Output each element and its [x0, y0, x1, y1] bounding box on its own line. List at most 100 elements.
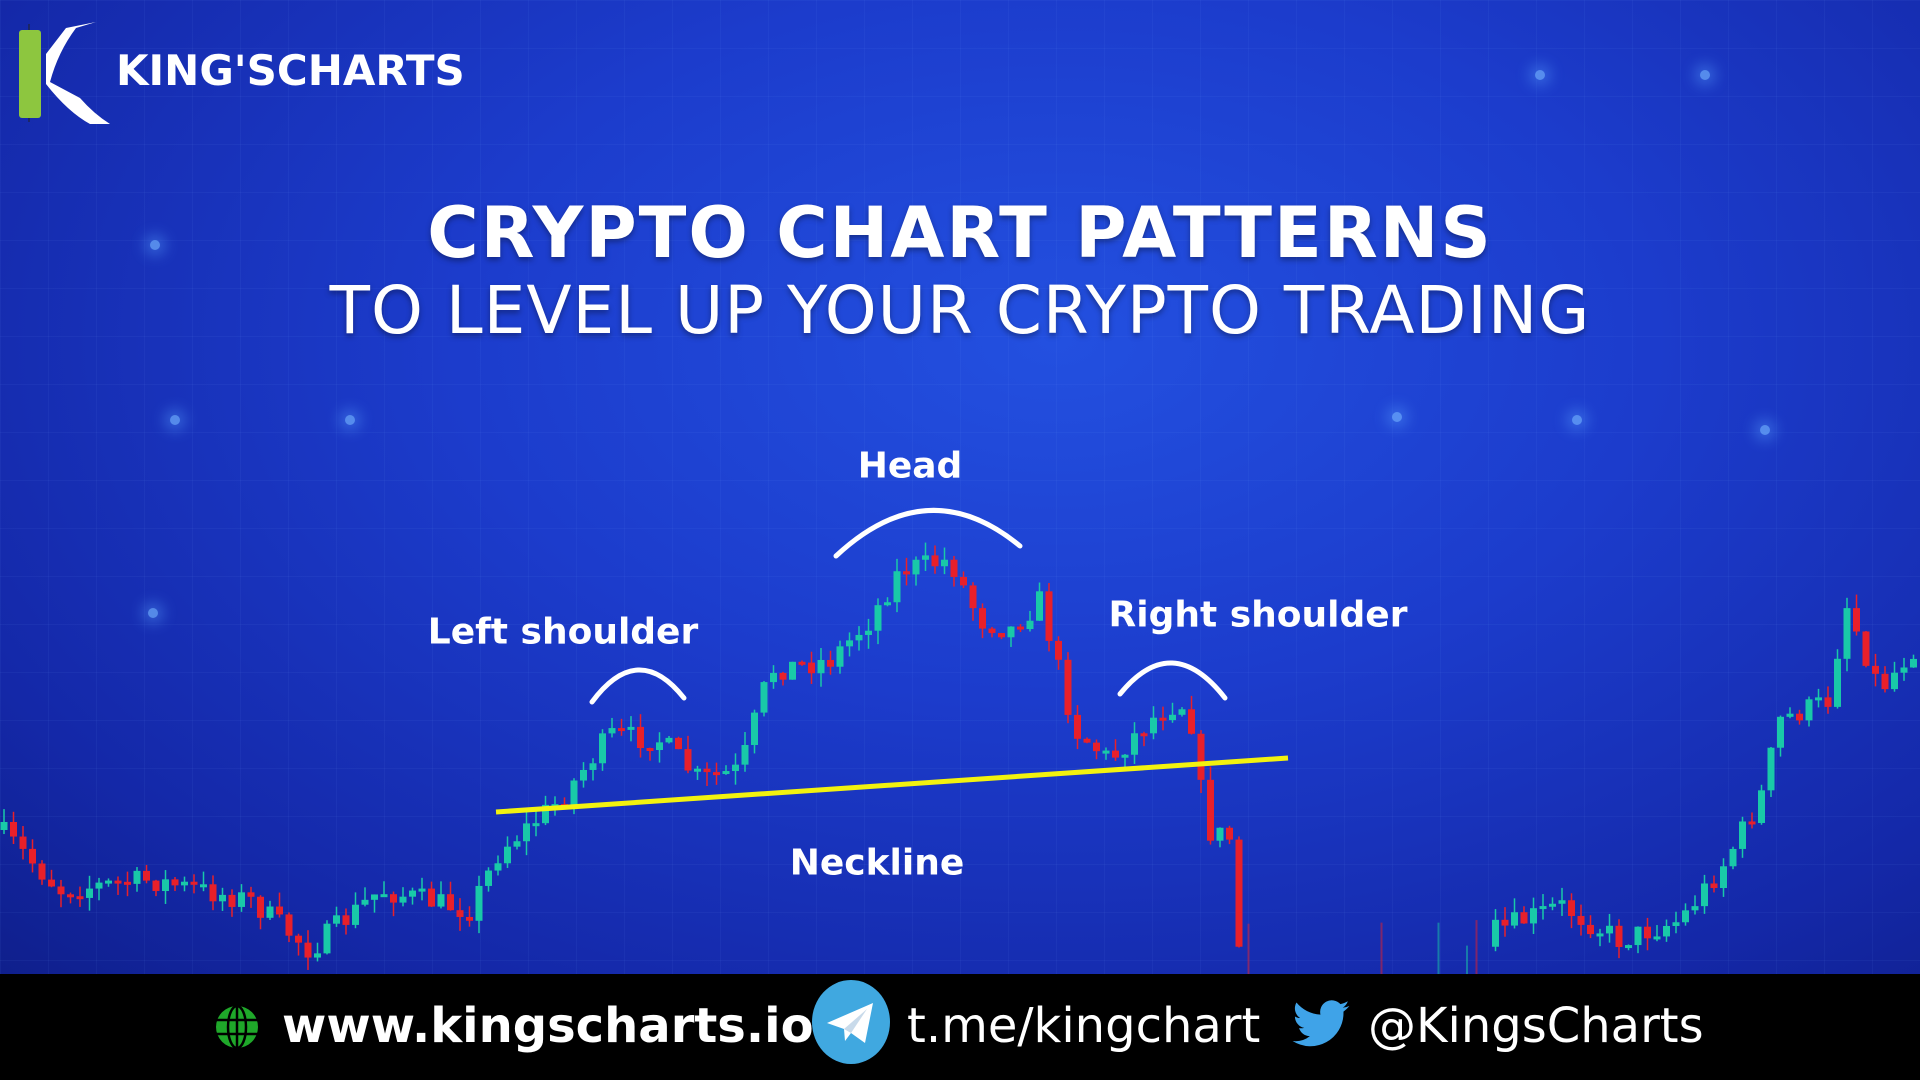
candle-down	[190, 881, 198, 885]
candle-up	[1910, 658, 1917, 668]
footer: www.kingscharts.io t.me/kingchart @Kings…	[0, 974, 1920, 1080]
candle-down	[1748, 821, 1756, 825]
candle-up	[1758, 790, 1765, 823]
candle-down	[1235, 839, 1243, 947]
candle-down	[57, 886, 65, 895]
candle-up	[1216, 827, 1224, 841]
candle-up	[399, 896, 407, 903]
candle-up	[494, 863, 502, 871]
candle-down	[684, 749, 692, 771]
candle-down	[171, 879, 179, 886]
candle-down	[152, 880, 160, 892]
candle-up	[570, 780, 578, 805]
candle-down	[247, 892, 255, 897]
candle-up	[665, 737, 673, 743]
candle-up	[219, 894, 226, 902]
candle-up	[694, 768, 701, 772]
candle-up	[589, 763, 597, 770]
candle-up	[352, 904, 359, 925]
kingscharts-logo	[19, 22, 110, 124]
candle-up	[1539, 906, 1547, 910]
logo-candle	[19, 30, 41, 118]
twitter-link[interactable]: @KingsCharts	[1368, 998, 1704, 1054]
candle-down	[1520, 912, 1528, 924]
candle-up	[1682, 910, 1689, 923]
candle-down	[1853, 608, 1860, 632]
candle-down	[969, 585, 977, 609]
glow-dot	[1760, 425, 1770, 435]
candle-up	[855, 634, 863, 641]
candle-up	[627, 726, 635, 730]
candle-up	[133, 870, 141, 884]
candle-up	[865, 630, 872, 635]
candle-down	[1872, 665, 1879, 674]
candle-down	[10, 822, 17, 837]
candle-up	[1843, 608, 1851, 659]
candle-up	[1036, 591, 1043, 621]
candle-down	[48, 879, 55, 887]
candle-up	[1026, 620, 1034, 630]
candle-down	[1226, 827, 1233, 840]
candle-up	[1492, 919, 1499, 947]
candle-down	[1824, 697, 1832, 707]
candles	[0, 542, 1917, 974]
candle-down	[1881, 673, 1889, 690]
candle-up	[1653, 936, 1661, 940]
candle-up	[1891, 672, 1898, 690]
candle-up	[485, 870, 492, 886]
candle-up	[1558, 900, 1566, 904]
left-shoulder-arc	[589, 667, 687, 705]
candle-up	[1691, 906, 1699, 911]
candle-up	[941, 559, 948, 567]
candle-up	[361, 899, 369, 905]
candle-up	[1815, 697, 1822, 701]
candle-up	[1834, 658, 1841, 707]
candle-down	[960, 576, 967, 586]
candle-down	[808, 662, 815, 674]
candle-up	[846, 640, 853, 647]
candle-down	[988, 628, 996, 634]
candle-down	[1615, 925, 1623, 948]
telegram-link[interactable]: t.me/kingchart	[907, 998, 1261, 1054]
candle-up	[105, 880, 112, 884]
candle-up	[1663, 925, 1670, 937]
candle-up	[1625, 945, 1632, 949]
candle-up	[1701, 883, 1708, 907]
candle-down	[114, 880, 122, 884]
candle-up	[1121, 754, 1129, 758]
candle-down	[1093, 742, 1100, 752]
candle-down	[1862, 631, 1870, 666]
candle-up	[409, 890, 416, 897]
telegram-icon[interactable]	[811, 979, 891, 1065]
candle-up	[1767, 747, 1775, 791]
candle-down	[1501, 919, 1509, 926]
candle-down	[703, 768, 711, 773]
candle-up	[836, 646, 844, 667]
candle-up	[437, 894, 445, 907]
candle-up	[1672, 922, 1680, 926]
candle-down	[713, 772, 720, 776]
candle-up	[760, 682, 768, 713]
candle-up	[504, 846, 511, 864]
candle-up	[1729, 848, 1737, 867]
candle-up	[656, 742, 663, 751]
candle-down	[618, 728, 625, 732]
candle-up	[181, 881, 188, 886]
candle-up	[608, 728, 616, 734]
hero-banner: KING'SCHARTS CRYPTO CHART PATTERNS TO LE…	[0, 0, 1920, 974]
twitter-icon[interactable]	[1288, 994, 1354, 1056]
candle-up	[542, 804, 549, 824]
website-link[interactable]: www.kingscharts.io	[282, 998, 814, 1054]
logo-k	[46, 22, 110, 124]
candle-down	[295, 935, 302, 943]
candle-down	[903, 571, 910, 575]
neckline	[495, 755, 1289, 815]
candle-up	[912, 559, 920, 575]
glow-dot	[1700, 70, 1710, 80]
candle-down	[447, 894, 454, 911]
candle-up	[741, 744, 749, 765]
candle-up	[266, 906, 274, 918]
candle-down	[1112, 750, 1119, 758]
candle-down	[779, 672, 787, 680]
candle-up	[884, 602, 891, 606]
